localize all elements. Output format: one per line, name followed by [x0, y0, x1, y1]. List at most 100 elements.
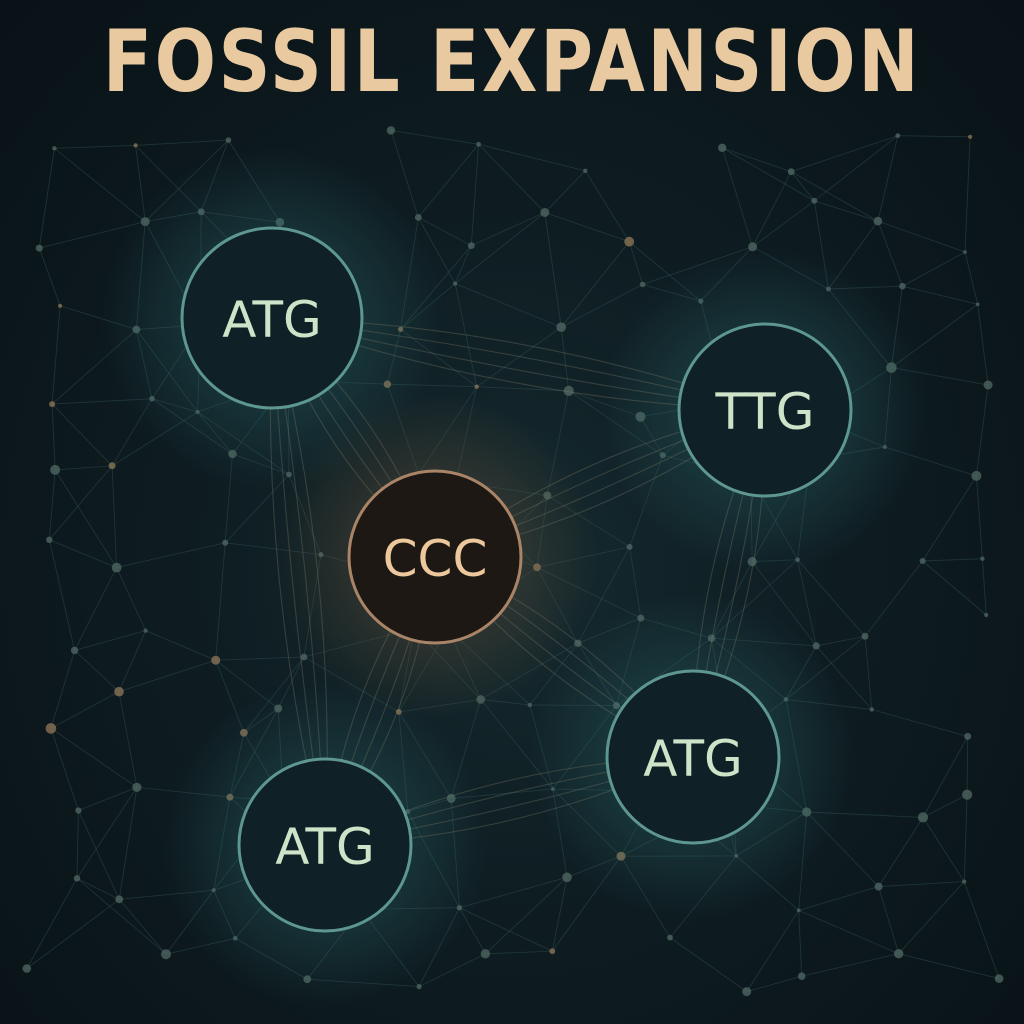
mesh-line — [560, 284, 643, 328]
mesh-line — [50, 650, 76, 729]
mesh-dot — [797, 972, 806, 980]
mesh-dot — [718, 143, 727, 152]
mesh-line — [669, 937, 747, 992]
mesh-line — [902, 251, 966, 287]
mesh-line — [478, 143, 546, 213]
mesh-line — [798, 910, 803, 977]
mesh-line — [898, 953, 1000, 980]
mesh-line — [877, 135, 899, 222]
mesh-line — [963, 794, 968, 882]
mesh-line — [722, 147, 792, 173]
mesh-dot — [869, 707, 874, 712]
node-label: ATG — [643, 730, 743, 788]
mesh-line — [898, 881, 965, 955]
mesh-line — [977, 304, 989, 386]
mesh-line — [752, 171, 792, 248]
mesh-line — [902, 285, 978, 305]
mesh-line — [752, 200, 815, 248]
mesh-dot — [895, 133, 901, 139]
mesh-dot — [114, 686, 124, 697]
mesh-line — [390, 130, 419, 218]
node-atg-top-left: ATG — [180, 226, 364, 410]
mesh-line — [560, 241, 630, 328]
mesh-dot — [971, 470, 982, 481]
mesh-dot — [968, 134, 973, 139]
mesh-line — [470, 144, 480, 246]
mesh-dot — [556, 322, 566, 333]
mesh-dot — [476, 141, 481, 147]
mesh-dot — [467, 242, 475, 250]
node-ring — [677, 322, 853, 498]
mesh-dot — [975, 302, 980, 307]
mesh-line — [51, 403, 113, 467]
mesh-line — [145, 630, 216, 661]
mesh-line — [78, 786, 138, 811]
mesh-line — [577, 546, 630, 644]
mesh-line — [454, 283, 562, 328]
mesh-line — [454, 212, 546, 284]
mesh-line — [966, 736, 969, 795]
mesh-line — [50, 728, 138, 788]
mesh-line — [38, 148, 55, 249]
mesh-line — [476, 386, 569, 392]
mesh-line — [791, 135, 898, 173]
mesh-line — [55, 465, 113, 471]
mesh-line — [74, 650, 120, 693]
mesh-line — [816, 635, 866, 647]
node-ttg-right: TTG — [677, 322, 853, 498]
mesh-line — [797, 559, 866, 637]
mesh-line — [471, 212, 545, 247]
mesh-line — [878, 886, 900, 954]
mesh-line — [798, 909, 899, 955]
mesh-line — [118, 899, 167, 955]
mesh-line — [390, 129, 479, 145]
mesh-dot — [386, 126, 396, 135]
mesh-dot — [480, 949, 491, 959]
mesh-dot — [984, 612, 989, 618]
mesh-line — [476, 326, 562, 388]
mesh-line — [418, 217, 472, 246]
mesh-dot — [75, 807, 82, 814]
mesh-line — [815, 645, 873, 710]
mesh-line — [118, 630, 147, 692]
mesh-dot — [811, 197, 818, 204]
mesh-dot — [58, 303, 63, 308]
mesh-dot — [45, 723, 57, 734]
mesh-line — [922, 475, 977, 562]
mesh-dot — [161, 949, 171, 960]
mesh-line — [584, 170, 630, 242]
mesh-line — [478, 143, 586, 172]
mesh-line — [485, 876, 568, 955]
mesh-line — [897, 135, 971, 138]
mesh-dot — [49, 401, 56, 408]
mesh-dot — [962, 789, 973, 800]
mesh-dot — [742, 987, 752, 997]
mesh-line — [922, 560, 987, 616]
diagram-title: FOSSIL EXPANSION — [102, 12, 922, 112]
mesh-line — [814, 200, 879, 222]
mesh-line — [135, 139, 229, 146]
mesh-dot — [861, 632, 869, 640]
mesh-line — [48, 539, 76, 651]
mesh-dot — [667, 934, 673, 941]
mesh-line — [74, 630, 146, 651]
mesh-dot — [964, 732, 972, 740]
mesh-line — [111, 465, 118, 568]
mesh-line — [877, 220, 966, 253]
mesh-dot — [22, 964, 32, 973]
mesh-line — [418, 953, 486, 988]
node-ring — [347, 469, 523, 645]
mesh-dot — [46, 536, 53, 543]
mesh-dot — [414, 214, 422, 221]
mesh-line — [459, 907, 553, 952]
mesh-dot — [962, 879, 967, 884]
mesh-line — [51, 305, 61, 405]
mesh-line — [39, 221, 146, 249]
mesh-line — [922, 558, 983, 562]
mesh-dot — [639, 281, 646, 288]
mesh-dot — [132, 782, 142, 792]
mesh-line — [50, 691, 120, 729]
mesh-dot — [919, 558, 926, 564]
